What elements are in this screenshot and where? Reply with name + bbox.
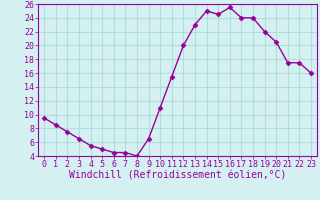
X-axis label: Windchill (Refroidissement éolien,°C): Windchill (Refroidissement éolien,°C) (69, 171, 286, 181)
